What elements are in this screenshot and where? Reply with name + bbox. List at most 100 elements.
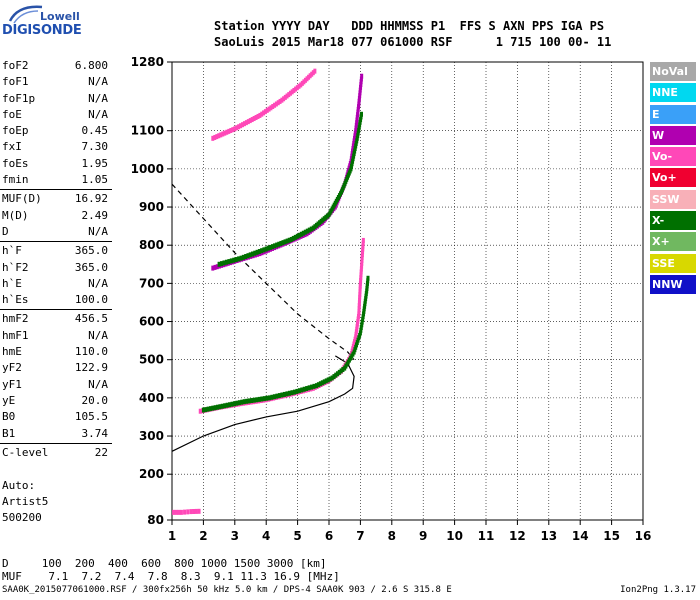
echo-mark (358, 294, 362, 300)
echo-mark (230, 401, 234, 407)
echo-mark (314, 222, 318, 228)
echo-mark (223, 130, 227, 136)
echo-mark (357, 300, 361, 306)
param-name: yF1 (2, 377, 22, 391)
echo-mark (239, 123, 243, 129)
x-tick-label: 14 (572, 529, 589, 543)
echo-mark (244, 254, 248, 260)
echo-mark (189, 509, 193, 515)
echo-mark (359, 76, 363, 82)
echo-mark (267, 395, 271, 401)
echo-mark (297, 83, 301, 89)
echo-mark (361, 237, 365, 243)
echo-mark (361, 316, 365, 322)
echo-mark (264, 246, 268, 252)
echo-mark (235, 400, 239, 406)
echo-mark (349, 156, 353, 162)
echo-mark (232, 257, 236, 263)
echo-mark (361, 243, 365, 249)
param-name: B0 (2, 410, 16, 424)
echo-mark (353, 148, 357, 154)
echo-mark (358, 330, 362, 336)
echo-mark (279, 240, 283, 246)
echo-mark (260, 111, 264, 117)
echo-mark (233, 126, 237, 132)
param-name: yF2 (2, 361, 22, 375)
digisonde-logo: Lowell DIGISONDE (0, 0, 82, 44)
echo-mark (357, 308, 361, 314)
echo-mark (359, 84, 363, 90)
echo-mark (303, 229, 307, 235)
param-name: B1 (2, 426, 16, 440)
echo-mark (353, 133, 357, 139)
param-name: yE (2, 393, 16, 407)
y-tick-label: 1000 (131, 162, 164, 176)
param-value: N/A (88, 224, 108, 238)
echo-mark (177, 509, 181, 515)
echo-mark (356, 112, 360, 118)
footer-info: SAA0K_2015077061000.RSF / 300fx256h 50 k… (2, 585, 452, 595)
echo-mark (357, 98, 361, 104)
echo-mark (360, 255, 364, 261)
echo-mark (283, 94, 287, 100)
echo-mark (192, 509, 196, 515)
param-separator (0, 442, 112, 444)
param-name: hmE (2, 345, 22, 359)
echo-mark (267, 106, 271, 112)
param-name: hmF1 (2, 328, 29, 342)
echo-mark (262, 396, 266, 402)
param-name: foEp (2, 124, 29, 138)
echo-mark (354, 128, 358, 134)
echo-mark (359, 327, 363, 333)
echo-mark (186, 509, 190, 515)
echo-mark (280, 392, 284, 398)
y-tick-label: 80 (147, 513, 164, 527)
autoscale-label: Auto: (2, 479, 36, 492)
param-row: MUF(D) 16.92 (0, 191, 112, 207)
echo-mark (310, 384, 314, 390)
echo-mark (239, 255, 243, 261)
echo-mark (330, 375, 334, 381)
echo-mark (360, 263, 364, 269)
legend-item-x: X- (650, 211, 696, 231)
echo-mark (204, 407, 208, 413)
x-tick-label: 3 (231, 529, 239, 543)
y-tick-label: 900 (139, 200, 164, 214)
echo-mark (221, 131, 225, 137)
y-tick-label: 1280 (131, 55, 164, 69)
param-row: foF1 N/A (0, 74, 112, 90)
echo-mark (217, 133, 221, 139)
echo-mark (359, 111, 363, 117)
param-name: h`F2 (2, 260, 29, 274)
echo-mark (358, 283, 362, 289)
echo-mark (285, 238, 289, 244)
echo-mark (320, 380, 324, 386)
param-value: 1.05 (81, 173, 109, 187)
param-value: 2.49 (81, 208, 109, 222)
echo-mark (237, 400, 241, 406)
echo-mark (305, 76, 309, 82)
echo-mark (359, 325, 363, 331)
echo-mark (354, 334, 358, 340)
param-row: fmin 1.05 (0, 172, 112, 188)
echo-mark (231, 127, 235, 133)
param-row: foE N/A (0, 107, 112, 123)
echo-mark (225, 402, 229, 408)
echo-mark (272, 394, 276, 400)
echo-mark (229, 128, 233, 134)
param-row: hmF1 N/A (0, 328, 112, 344)
echo-mark (273, 102, 277, 108)
parameter-table: foF2 6.800 foF1 N/A foF1p N/A foE N/A foEp 0.45 fx… (0, 58, 112, 461)
echo-mark (308, 73, 312, 79)
echo-mark (356, 313, 360, 319)
param-name: foF1p (2, 91, 36, 105)
param-row: M(D) 2.49 (0, 208, 112, 224)
echo-mark (247, 398, 251, 404)
echo-mark (268, 244, 272, 250)
echo-mark (349, 158, 353, 164)
echo-mark (355, 324, 359, 330)
echo-mark (355, 135, 359, 141)
echo-mark (356, 130, 360, 136)
echo-mark (311, 225, 315, 231)
echo-mark (275, 393, 279, 399)
